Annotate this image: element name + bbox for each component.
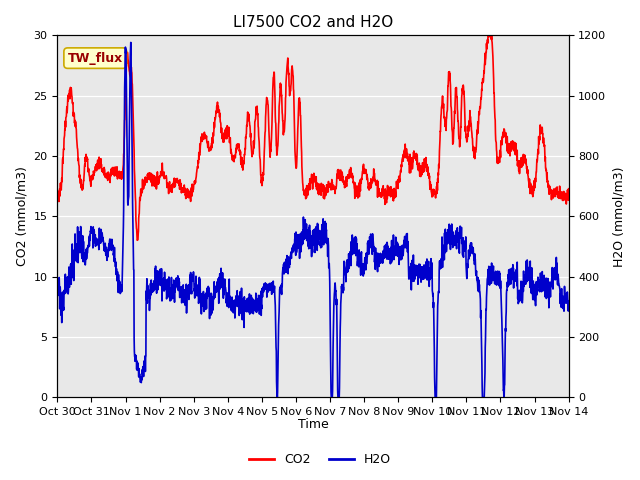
CO2 <box>564 186 572 192</box>
H2O <box>303 221 310 227</box>
CO2 <box>550 188 558 194</box>
Y-axis label: H2O (mmol/m3): H2O (mmol/m3) <box>612 166 625 266</box>
H2O <box>79 239 87 244</box>
H2O <box>550 265 558 271</box>
Title: LI7500 CO2 and H2O: LI7500 CO2 and H2O <box>233 15 393 30</box>
CO2 <box>289 68 296 74</box>
H2O <box>564 298 572 304</box>
Legend: CO2, H2O: CO2, H2O <box>244 448 396 471</box>
H2O <box>54 284 61 289</box>
CO2 <box>456 136 464 142</box>
CO2 <box>302 185 310 191</box>
CO2 <box>133 238 141 243</box>
Text: TW_flux: TW_flux <box>68 52 123 65</box>
CO2 <box>54 197 61 203</box>
CO2 <box>550 193 558 199</box>
CO2 <box>79 178 87 183</box>
X-axis label: Time: Time <box>298 419 328 432</box>
H2O <box>550 266 558 272</box>
CO2 <box>484 33 492 38</box>
H2O <box>273 395 281 400</box>
H2O <box>289 249 297 254</box>
Line: H2O: H2O <box>58 42 568 397</box>
Y-axis label: CO2 (mmol/m3): CO2 (mmol/m3) <box>15 167 28 266</box>
H2O <box>127 39 134 45</box>
H2O <box>456 229 464 235</box>
Line: CO2: CO2 <box>58 36 568 240</box>
